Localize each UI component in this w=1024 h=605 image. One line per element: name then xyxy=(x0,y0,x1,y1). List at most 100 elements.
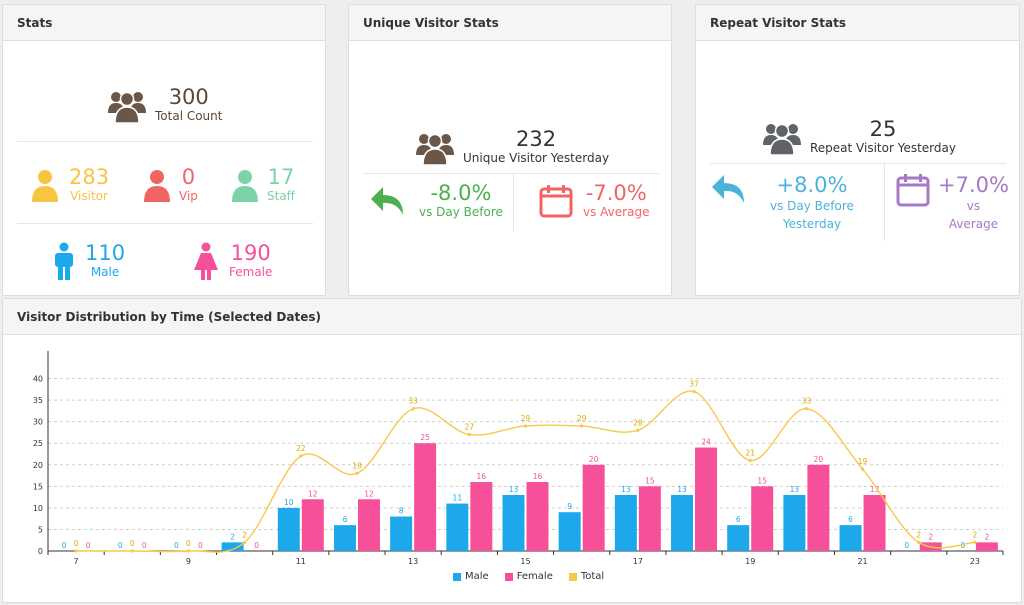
male-icon xyxy=(53,242,75,280)
repeat-vs-average-label: vs xyxy=(966,199,981,213)
repeat-vs-day-before-label: vs Day Before xyxy=(770,199,854,213)
x-tick-label: 13 xyxy=(408,557,418,566)
legend-item-total[interactable]: Total xyxy=(568,571,604,582)
bar-label-female: 12 xyxy=(364,489,374,498)
total-point-label: 22 xyxy=(296,444,306,453)
bar-label-female: 16 xyxy=(477,472,487,481)
bar-label-male: 9 xyxy=(567,502,572,511)
total-point-label: 29 xyxy=(521,414,531,423)
bar-label-female: 24 xyxy=(701,438,711,447)
total-point-label: 28 xyxy=(633,418,643,427)
person-icon xyxy=(143,168,171,202)
divider xyxy=(884,163,885,241)
divider xyxy=(363,173,659,174)
total-count-stat: 300 Total Count xyxy=(107,85,222,124)
unique-visitor-panel-title: Unique Visitor Stats xyxy=(349,5,671,41)
bar-label-male: 13 xyxy=(621,485,631,494)
divider xyxy=(513,173,514,231)
person-icon xyxy=(231,168,259,202)
bar-label-female: 12 xyxy=(308,489,318,498)
male-stat: 110 Male xyxy=(53,241,125,280)
bar-label-female: 0 xyxy=(86,541,91,550)
legend-item-male[interactable]: Male xyxy=(453,571,489,582)
bar-label-female: 2 xyxy=(928,532,933,541)
bar-label-male: 6 xyxy=(343,515,348,524)
total-point-label: 0 xyxy=(186,539,191,548)
y-tick-label: 30 xyxy=(33,418,43,427)
bar-label-female: 16 xyxy=(533,472,543,481)
reply-arrow-icon xyxy=(369,185,407,217)
bar-male xyxy=(839,525,862,551)
total-point xyxy=(692,389,696,394)
unique-vs-day-before-label: vs Day Before xyxy=(419,205,503,219)
bar-female xyxy=(414,443,437,551)
repeat-count-value: 25 xyxy=(869,117,897,141)
bar-female xyxy=(751,486,774,551)
legend-label-male: Male xyxy=(465,571,489,582)
bar-male xyxy=(727,525,750,551)
unique-vs-average-value: -7.0% xyxy=(585,181,647,205)
unique-count-value: 232 xyxy=(515,127,557,151)
y-tick-label: 5 xyxy=(38,525,43,534)
total-point-label: 18 xyxy=(352,461,362,470)
visitor-distribution-title: Visitor Distribution by Time (Selected D… xyxy=(3,299,1021,335)
x-tick-label: 7 xyxy=(74,557,79,566)
staff-value: 17 xyxy=(267,165,295,189)
users-group-icon xyxy=(762,119,802,155)
vip-stat: 0 Vip xyxy=(143,165,198,204)
bar-label-male: 0 xyxy=(118,541,123,550)
repeat-visitor-panel-title: Repeat Visitor Stats xyxy=(696,5,1019,41)
bar-label-male: 13 xyxy=(509,485,519,494)
bar-label-female: 0 xyxy=(198,541,203,550)
bar-female xyxy=(582,464,605,551)
legend-swatch-total xyxy=(568,572,577,581)
y-tick-label: 40 xyxy=(33,375,43,384)
visitor-label: Visitor xyxy=(70,189,108,203)
y-tick-label: 10 xyxy=(33,504,43,513)
visitor-value: 283 xyxy=(69,165,110,189)
total-count-label: Total Count xyxy=(155,109,223,123)
bar-female xyxy=(526,482,549,551)
unique-count-label: Unique Visitor Yesterday xyxy=(463,151,610,165)
total-point-label: 29 xyxy=(577,414,587,423)
bar-male xyxy=(277,507,300,551)
x-tick-label: 19 xyxy=(745,557,755,566)
y-tick-label: 15 xyxy=(33,482,43,491)
bar-label-male: 2 xyxy=(230,532,235,541)
total-point xyxy=(748,458,752,463)
y-tick-label: 25 xyxy=(33,439,43,448)
bar-label-female: 0 xyxy=(254,541,259,550)
total-point-label: 2 xyxy=(242,530,247,539)
total-point xyxy=(74,549,78,553)
total-point-label: 33 xyxy=(802,397,812,406)
total-point xyxy=(580,424,584,428)
repeat-vs-average-stat: +7.0% vs Average xyxy=(896,173,1009,232)
repeat-visitor-panel: Repeat Visitor Stats 25 Repeat Visitor Y… xyxy=(695,4,1020,296)
vip-label: Vip xyxy=(179,189,198,203)
repeat-vs-average-value: +7.0% xyxy=(938,173,1009,197)
x-tick-label: 21 xyxy=(857,557,867,566)
vip-value: 0 xyxy=(181,165,196,189)
total-point xyxy=(917,540,921,544)
bar-male xyxy=(671,494,694,551)
total-point xyxy=(804,407,808,411)
bar-female xyxy=(863,494,886,551)
bar-label-male: 10 xyxy=(284,498,294,507)
total-point-label: 21 xyxy=(745,448,755,457)
total-point xyxy=(411,407,415,411)
female-icon xyxy=(193,242,219,280)
legend-label-female: Female xyxy=(516,571,553,582)
bar-male xyxy=(558,512,581,551)
bar-label-male: 13 xyxy=(677,485,687,494)
users-group-icon xyxy=(107,87,147,123)
bar-male xyxy=(221,542,244,551)
legend-item-female[interactable]: Female xyxy=(504,571,553,582)
total-count-value: 300 xyxy=(168,85,209,109)
female-value: 190 xyxy=(230,241,271,265)
bar-female xyxy=(975,542,998,551)
unique-vs-day-before-value: -8.0% xyxy=(430,181,492,205)
total-point-label: 2 xyxy=(916,530,921,539)
bar-label-male: 0 xyxy=(174,541,179,550)
bar-label-female: 15 xyxy=(645,476,655,485)
total-point xyxy=(299,454,303,458)
